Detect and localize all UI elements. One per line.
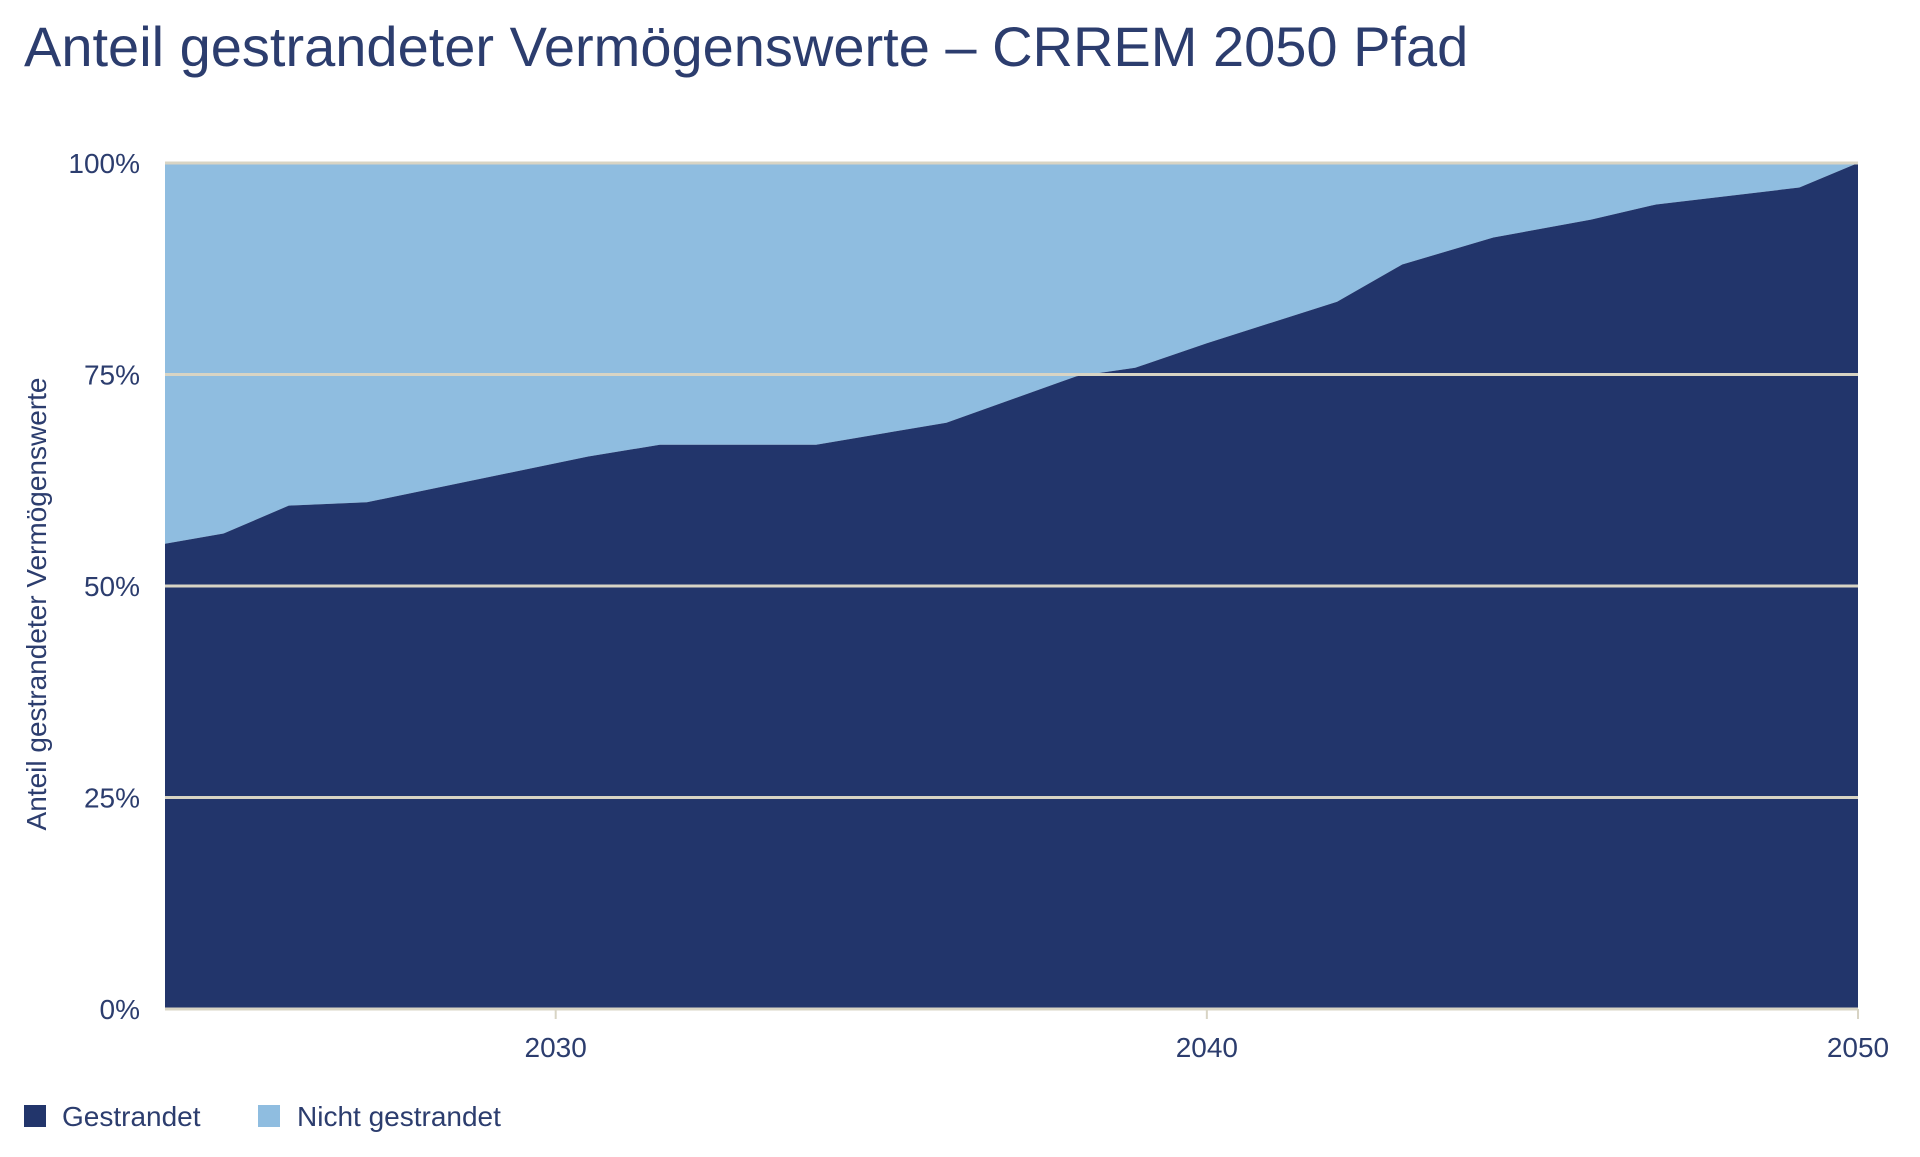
x-tick-label: 2030 xyxy=(525,1032,587,1063)
legend-label-gestrandet: Gestrandet xyxy=(62,1101,201,1132)
area-nicht-gestrandet xyxy=(165,163,1858,544)
y-axis: 0% 25% 50% 75% 100% xyxy=(68,148,140,1025)
y-tick-label: 100% xyxy=(68,148,140,179)
chart-title: Anteil gestrandeter Vermögenswerte – CRR… xyxy=(24,15,1468,78)
x-tick-label: 2040 xyxy=(1176,1032,1238,1063)
gridlines xyxy=(165,161,1858,1011)
legend: Gestrandet Nicht gestrandet xyxy=(24,1101,501,1132)
legend-label-nicht-gestrandet: Nicht gestrandet xyxy=(297,1101,501,1132)
y-tick-label: 25% xyxy=(84,783,140,814)
x-axis: 2030 2040 2050 xyxy=(525,1009,1889,1063)
legend-swatch-nicht-gestrandet xyxy=(258,1105,280,1127)
x-tick-label: 2050 xyxy=(1827,1032,1889,1063)
legend-swatch-gestrandet xyxy=(24,1105,46,1127)
y-tick-label: 75% xyxy=(84,360,140,391)
y-axis-label: Anteil gestrandeter Vermögenswerte xyxy=(21,378,52,831)
y-tick-label: 50% xyxy=(84,571,140,602)
y-tick-label: 0% xyxy=(100,994,140,1025)
